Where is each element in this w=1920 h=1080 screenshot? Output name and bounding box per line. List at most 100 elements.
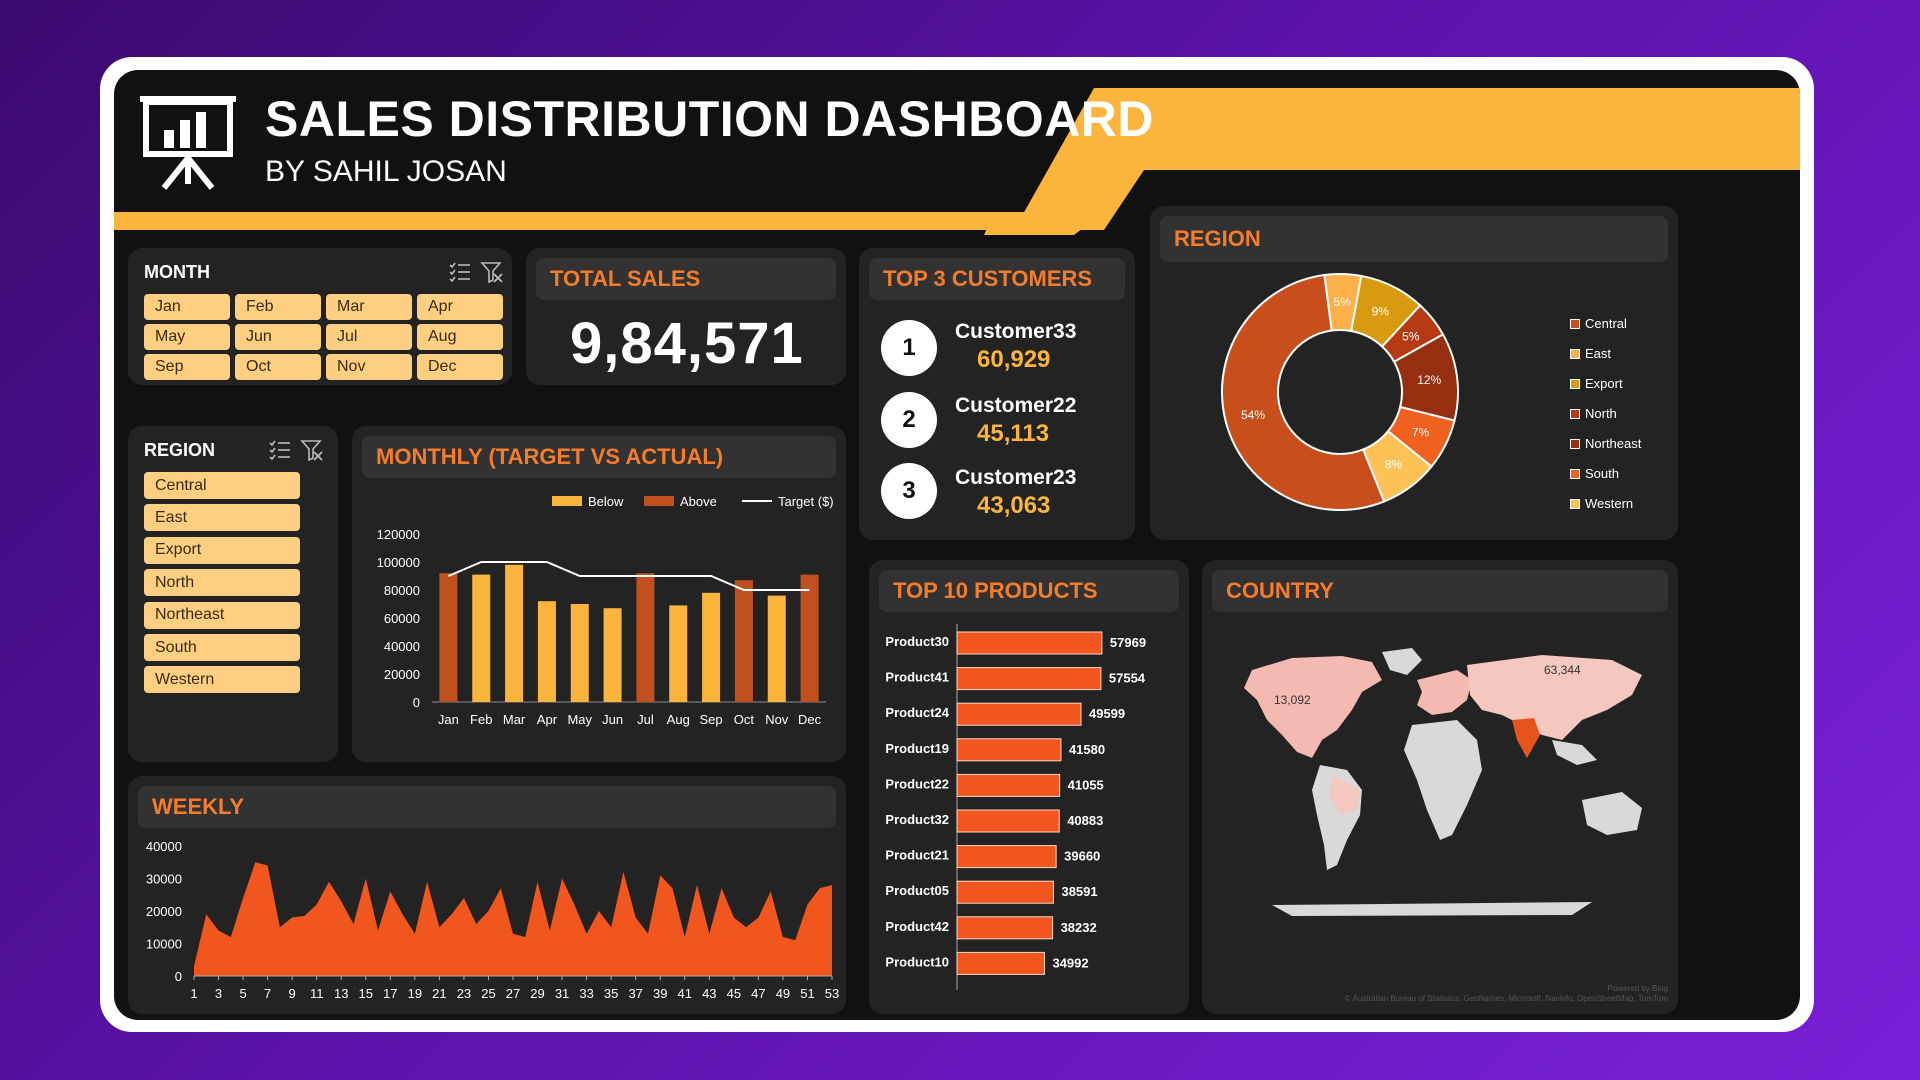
legend-swatch (1570, 468, 1580, 479)
region-chip-east[interactable]: East (144, 504, 300, 532)
legend-item-north[interactable]: North (1570, 406, 1617, 421)
legend-item-east[interactable]: East (1570, 346, 1611, 361)
legend-swatch (1570, 318, 1580, 329)
region-chip-central[interactable]: Central (144, 472, 300, 499)
monthly-xtick: Oct (734, 712, 755, 727)
legend-item-south[interactable]: South (1570, 466, 1619, 481)
monthly-bar-jun[interactable] (603, 608, 622, 702)
donut-label-western: 8% (1385, 457, 1403, 471)
map-greenland (1382, 648, 1422, 675)
customer-value-3: 43,063 (977, 492, 1051, 519)
weekly-xtick: 49 (776, 986, 790, 1001)
region-chart-title: REGION (1160, 216, 1668, 262)
weekly-xtick: 27 (506, 986, 520, 1001)
product-bar-product10[interactable] (956, 951, 1045, 975)
legend-item-western[interactable]: Western (1570, 496, 1633, 511)
legend-swatch (1570, 378, 1580, 389)
map-label-americas: 13,092 (1274, 693, 1311, 707)
product-label-product05: Product05 (885, 883, 949, 898)
weekly-xtick: 35 (604, 986, 618, 1001)
weekly-xtick: 39 (653, 986, 667, 1001)
month-chip-dec[interactable]: Dec (417, 354, 503, 380)
donut-slice-western[interactable] (1361, 429, 1433, 503)
month-chip-jul[interactable]: Jul (326, 324, 412, 350)
region-donut-chart: 54% 5% 9% 5% 12% 7% 8% (1221, 273, 1459, 511)
monthly-bar-nov[interactable] (767, 595, 786, 702)
month-chip-sep[interactable]: Sep (144, 354, 230, 380)
monthly-xtick: Dec (798, 712, 822, 727)
customer-name-1: Customer33 (955, 320, 1077, 343)
monthly-bar-mar[interactable] (505, 564, 524, 702)
month-chip-apr[interactable]: Apr (417, 294, 503, 320)
monthly-ytick: 40000 (384, 639, 420, 654)
month-chip-jan[interactable]: Jan (144, 294, 230, 320)
weekly-ytick: 40000 (146, 839, 182, 854)
weekly-xtick: 11 (310, 986, 324, 1001)
header-accent-top (1014, 88, 1800, 230)
month-chip-aug[interactable]: Aug (417, 324, 503, 350)
monthly-legend-swatch (644, 496, 674, 506)
legend-swatch (1570, 438, 1580, 449)
product-bar-product24[interactable] (956, 702, 1082, 726)
multi-select-icon[interactable] (448, 261, 472, 283)
product-bar-product05[interactable] (956, 880, 1054, 904)
monthly-chart-title: MONTHLY (TARGET VS ACTUAL) (362, 436, 836, 478)
monthly-xtick: May (567, 712, 592, 727)
monthly-bar-feb[interactable] (472, 574, 491, 702)
region-chip-export[interactable]: Export (144, 536, 300, 564)
clear-filter-icon[interactable] (300, 439, 324, 461)
page-title: SALES DISTRIBUTION DASHBOARD (265, 91, 1155, 147)
region-chip-western[interactable]: Western (144, 666, 300, 694)
month-chip-mar[interactable]: Mar (326, 294, 412, 320)
monthly-bar-jul[interactable] (636, 573, 655, 702)
donut-slice-central[interactable] (1221, 273, 1386, 511)
weekly-xtick: 47 (751, 986, 765, 1001)
product-bar-product32[interactable] (956, 809, 1060, 833)
weekly-xtick: 41 (678, 986, 692, 1001)
customer-rank-3: 3 (881, 463, 937, 519)
product-bar-product19[interactable] (956, 738, 1062, 762)
monthly-bar-may[interactable] (570, 604, 589, 702)
month-chip-oct[interactable]: Oct (235, 354, 321, 380)
monthly-bar-sep[interactable] (702, 592, 721, 702)
product-value-product19: 41580 (1069, 742, 1105, 757)
region-chip-south[interactable]: South (144, 634, 300, 661)
monthly-bar-apr[interactable] (537, 601, 556, 702)
product-label-product30: Product30 (885, 634, 949, 649)
month-chip-may[interactable]: May (144, 324, 230, 350)
region-slicer: REGION Central East Export North Northeast So… (128, 426, 338, 762)
product-bar-product41[interactable] (956, 667, 1102, 691)
monthly-bar-oct[interactable] (734, 580, 753, 702)
weekly-chart-card: WEEKLY 0 10000 20000 30000 40000 1 3 5 7 9 11 13 15 1… (128, 776, 846, 1014)
donut-label-export: 9% (1372, 305, 1390, 319)
legend-item-central[interactable]: Central (1570, 316, 1627, 331)
region-chip-north[interactable]: North (144, 569, 300, 597)
monthly-xtick: Jun (602, 712, 623, 727)
top-products-bar-chart: Product30 57969 Product41 57554 Product24 495… (885, 624, 1146, 990)
donut-label-east: 5% (1334, 295, 1352, 309)
multi-select-icon[interactable] (268, 439, 292, 461)
product-bar-product21[interactable] (956, 845, 1057, 869)
legend-item-northeast[interactable]: Northeast (1570, 436, 1641, 451)
monthly-bar-dec[interactable] (800, 574, 819, 702)
region-chip-northeast[interactable]: Northeast (144, 601, 300, 629)
weekly-xtick: 9 (289, 986, 296, 1001)
monthly-xtick: Feb (470, 712, 492, 727)
legend-label: East (1585, 346, 1612, 361)
dashboard: SALES DISTRIBUTION DASHBOARD BY SAHIL JO… (114, 70, 1800, 1020)
customer-value-2: 45,113 (977, 420, 1050, 447)
month-chip-feb[interactable]: Feb (235, 294, 321, 320)
product-bar-product42[interactable] (956, 916, 1054, 940)
legend-item-export[interactable]: Export (1570, 376, 1623, 391)
clear-filter-icon[interactable] (480, 261, 504, 283)
customer-name-3: Customer23 (955, 466, 1077, 489)
month-chip-nov[interactable]: Nov (326, 354, 412, 380)
product-bar-product22[interactable] (956, 773, 1061, 797)
product-bar-product30[interactable] (956, 631, 1103, 655)
legend-label: Central (1585, 316, 1627, 331)
weekly-xtick: 3 (215, 986, 222, 1001)
month-chip-jun[interactable]: Jun (235, 324, 321, 350)
monthly-bar-jan[interactable] (439, 573, 458, 702)
monthly-bar-aug[interactable] (669, 605, 688, 702)
